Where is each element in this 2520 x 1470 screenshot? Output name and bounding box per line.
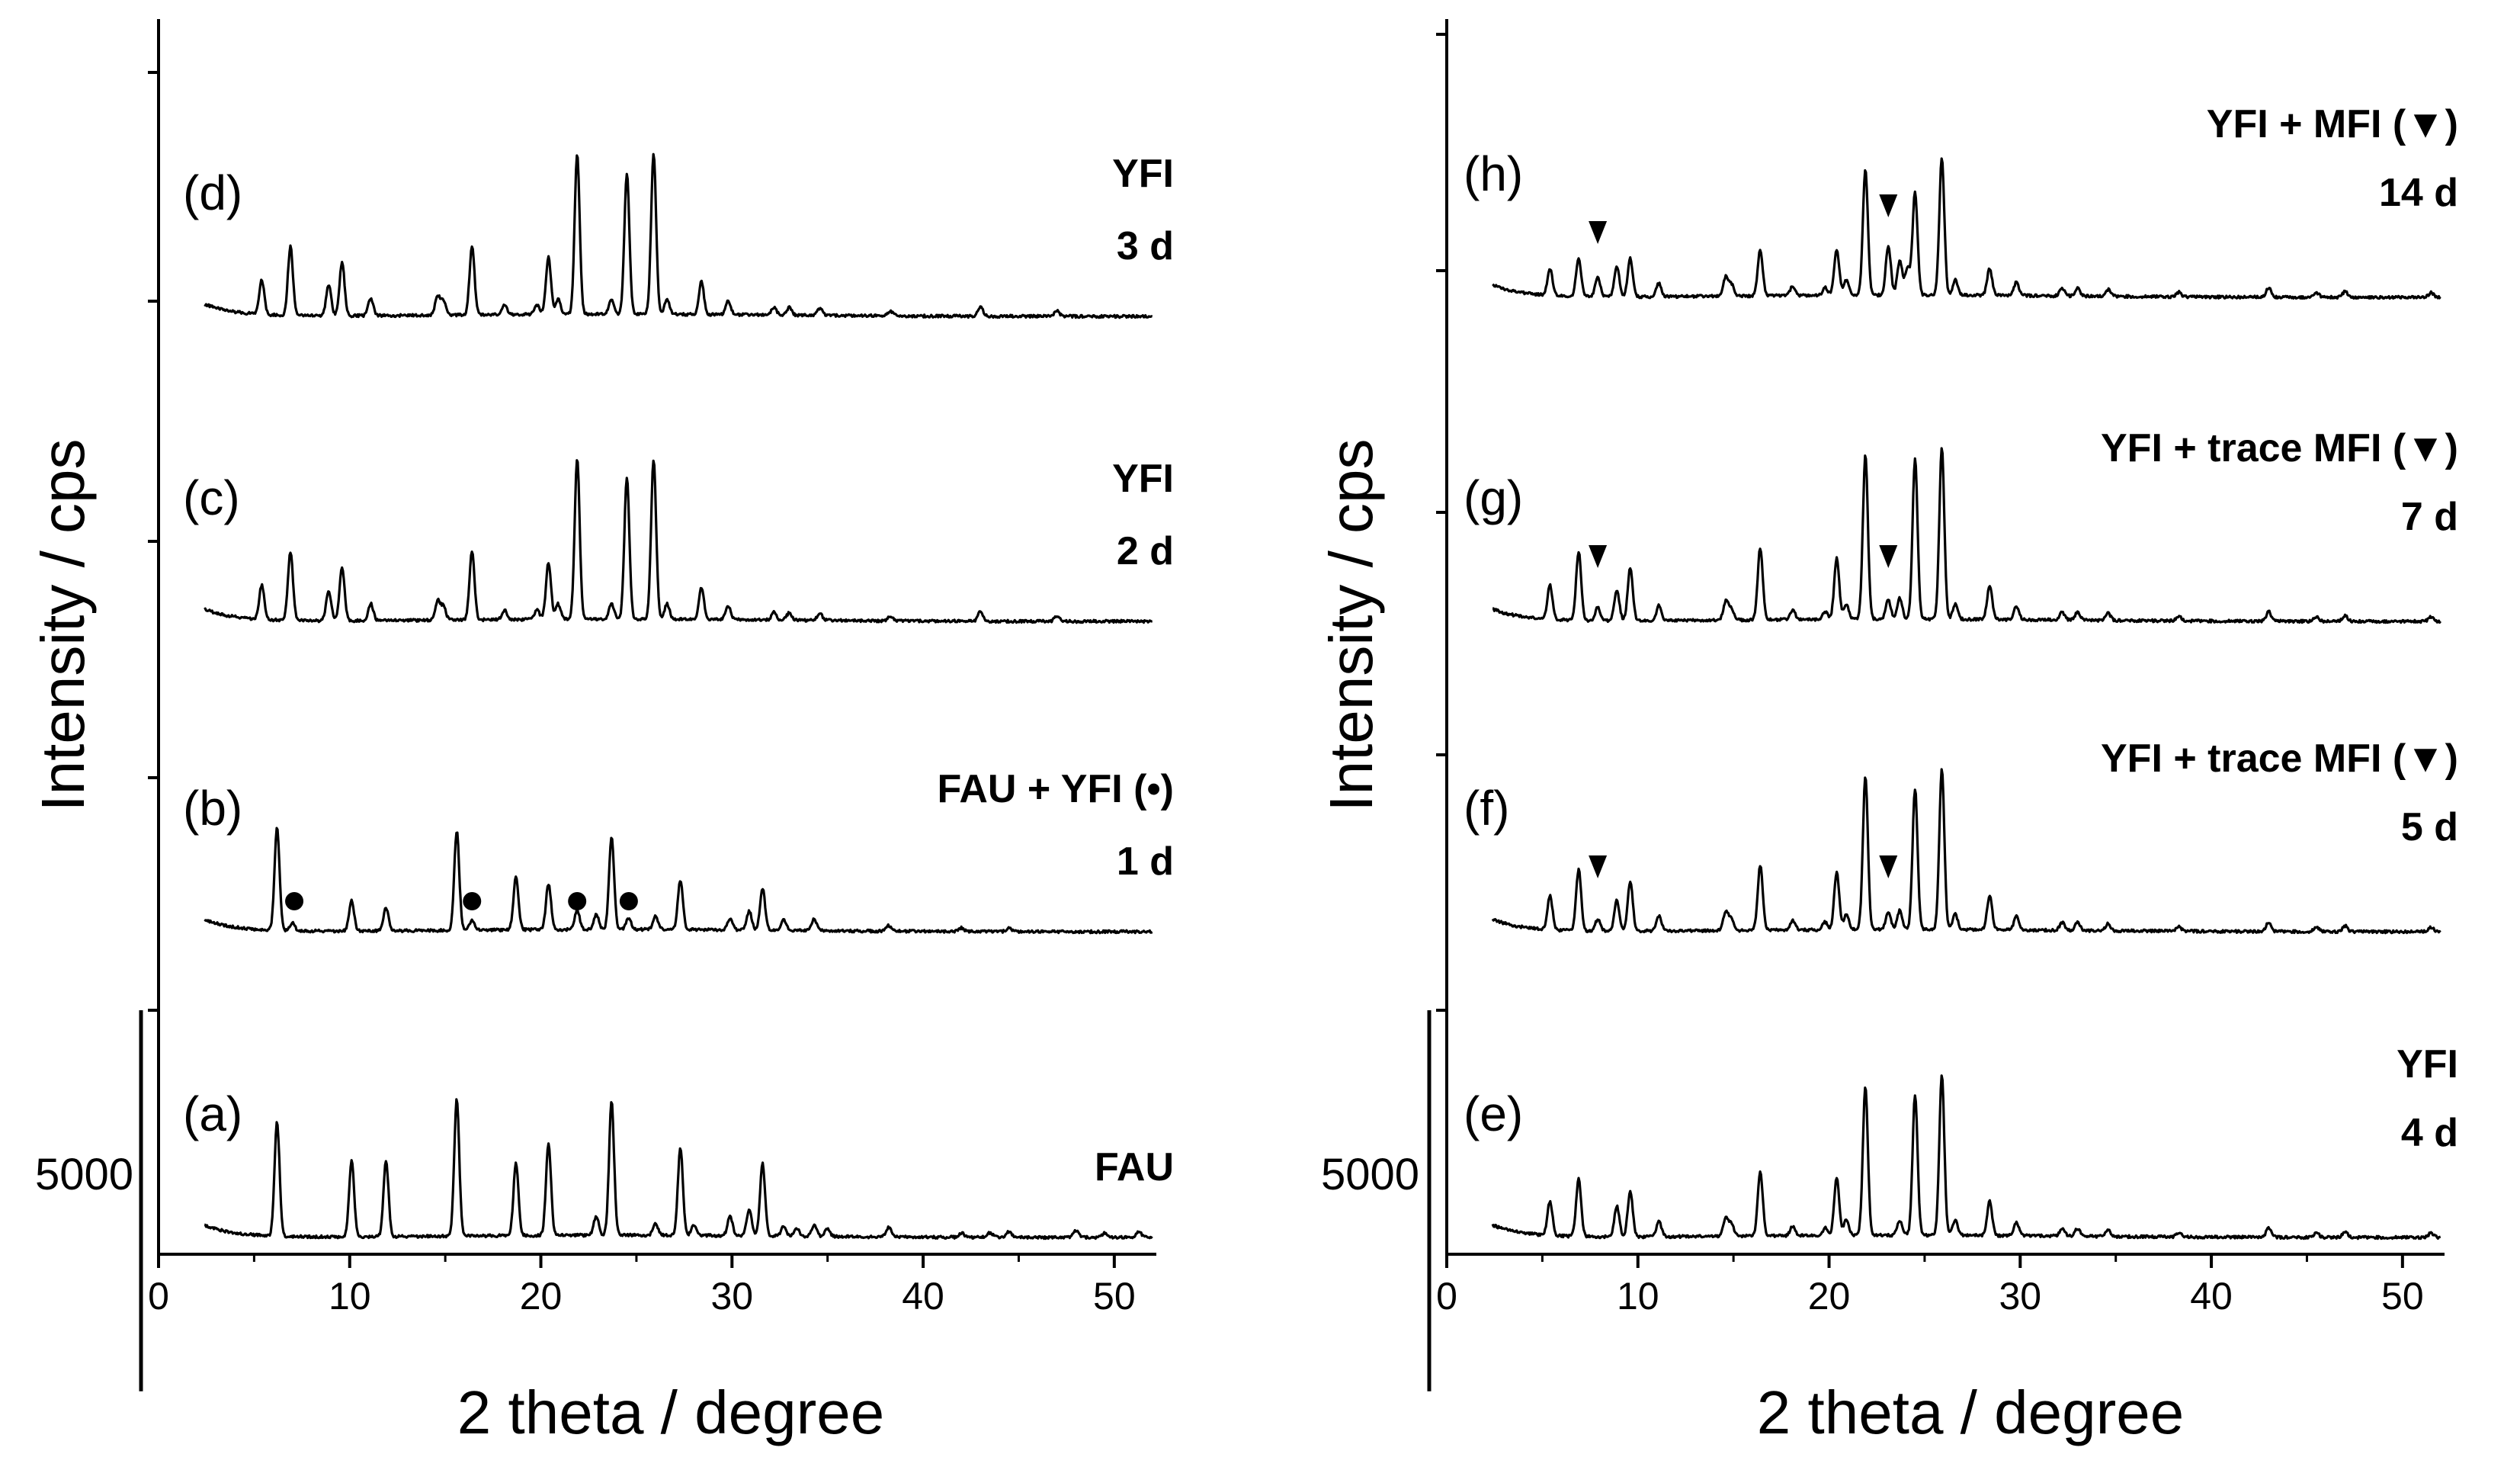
label-a: (a) xyxy=(183,1086,242,1141)
x-tick-label: 50 xyxy=(1093,1275,1136,1318)
annotation-e-1: 4 d xyxy=(2401,1111,2458,1155)
annotation-c-1: 2 d xyxy=(1117,529,1174,573)
annotation-h-1: 14 d xyxy=(2379,171,2458,215)
x-tick-label: 20 xyxy=(1808,1275,1851,1318)
annotation-d-0: YFI xyxy=(1112,152,1174,196)
trace-e xyxy=(1491,1074,2441,1241)
annotation-g-1: 7 d xyxy=(2401,495,2458,539)
marker-triangle-g xyxy=(1589,545,1608,569)
label-g: (g) xyxy=(1464,470,1523,525)
scale-bar-label: 5000 xyxy=(35,1150,133,1199)
trace-h xyxy=(1492,157,2441,300)
marker-triangle-f xyxy=(1589,855,1608,879)
trace-f xyxy=(1491,768,2441,935)
x-tick-label: 30 xyxy=(710,1275,753,1318)
x-axis-title: 2 theta / degree xyxy=(1757,1379,2184,1446)
panel-left: 0 10 20 30 40 50 2 theta / degree Intensity / c… xyxy=(29,19,1174,1446)
y-axis-title: Intensity / cps xyxy=(29,438,97,811)
annotation-b-1: 1 d xyxy=(1117,839,1174,884)
y-axis-title: Intensity / cps xyxy=(1317,438,1385,811)
x-tick-label: 40 xyxy=(902,1275,944,1318)
x-tick-label: 10 xyxy=(1617,1275,1659,1318)
annotation-h-0: YFI + MFI (▼) xyxy=(2207,102,2458,146)
label-f: (f) xyxy=(1464,781,1509,836)
marker-triangle-h xyxy=(1589,221,1608,245)
scale-bar-label: 5000 xyxy=(1321,1150,1419,1199)
marker-dot-b xyxy=(463,892,482,910)
marker-triangle-f xyxy=(1879,855,1898,879)
annotation-e-0: YFI xyxy=(2397,1042,2458,1086)
trace-c xyxy=(204,459,1153,624)
panel-right: 0 10 20 30 40 50 2 theta / degree Intensity / c… xyxy=(1317,19,2458,1446)
x-tick-label: 0 xyxy=(1436,1275,1457,1318)
annotation-g-0: YFI + trace MFI (▼) xyxy=(2101,426,2458,470)
annotation-a-0: FAU xyxy=(1095,1145,1174,1189)
marker-dot-b xyxy=(619,892,638,910)
annotation-b-0: FAU + YFI (•) xyxy=(937,767,1174,811)
marker-triangle-g xyxy=(1879,545,1898,569)
label-b: (b) xyxy=(183,781,242,836)
label-c: (c) xyxy=(183,470,240,525)
label-h: (h) xyxy=(1464,146,1523,201)
marker-dot-b xyxy=(568,892,587,910)
label-e: (e) xyxy=(1464,1086,1523,1141)
trace-g xyxy=(1492,447,2441,624)
annotation-d-1: 3 d xyxy=(1117,224,1174,268)
x-tick-label: 10 xyxy=(329,1275,371,1318)
annotation-c-0: YFI xyxy=(1112,457,1174,501)
x-tick-label: 20 xyxy=(520,1275,563,1318)
trace-b xyxy=(204,826,1153,935)
trace-a xyxy=(204,1098,1153,1241)
x-tick-label: 50 xyxy=(2381,1275,2424,1318)
annotation-f-1: 5 d xyxy=(2401,805,2458,849)
x-tick-label: 40 xyxy=(2190,1275,2233,1318)
marker-dot-b xyxy=(285,892,304,910)
marker-triangle-h xyxy=(1879,194,1898,218)
x-axis-title: 2 theta / degree xyxy=(457,1379,884,1446)
x-tick-label: 0 xyxy=(148,1275,169,1318)
label-d: (d) xyxy=(183,165,242,220)
annotation-f-0: YFI + trace MFI (▼) xyxy=(2101,737,2458,781)
x-tick-label: 30 xyxy=(1999,1275,2041,1318)
trace-d xyxy=(204,152,1153,319)
